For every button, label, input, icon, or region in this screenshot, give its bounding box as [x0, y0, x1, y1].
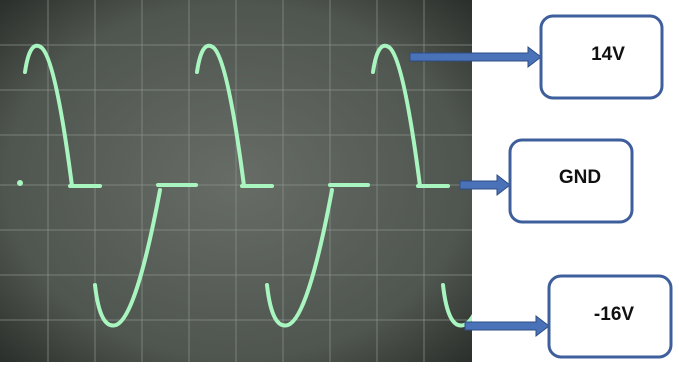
page: 14V GND -16V — [0, 0, 679, 372]
label: -16V — [594, 304, 634, 325]
arrow — [465, 316, 549, 336]
label: 14V — [591, 44, 625, 65]
label: GND — [559, 167, 601, 188]
